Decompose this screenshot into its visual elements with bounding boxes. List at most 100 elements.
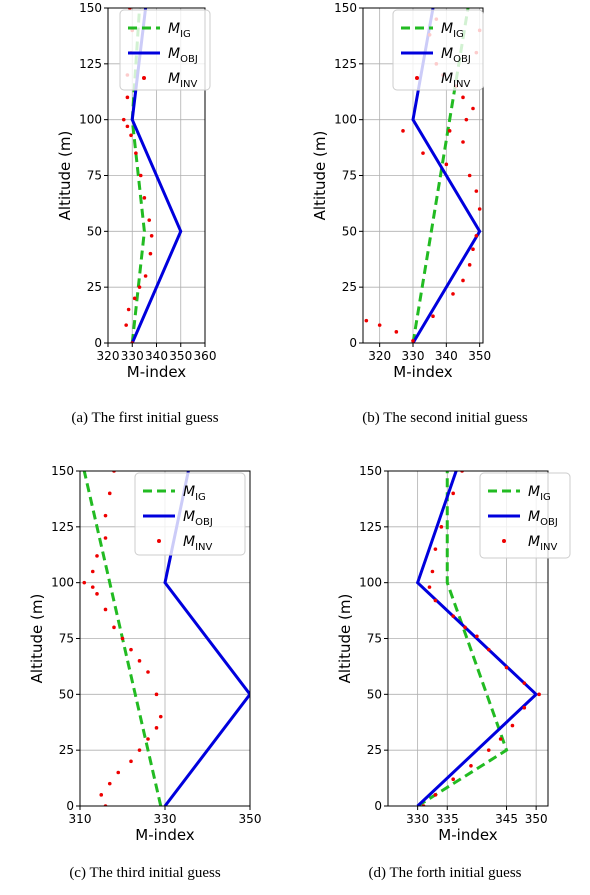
x-tick-label: 345 bbox=[495, 812, 518, 826]
panel-b: 320 330 340 350 0 25 50 75 100 125 150 M-index Altit… bbox=[311, 1, 491, 381]
inv-point bbox=[147, 218, 152, 222]
inv-point bbox=[142, 196, 147, 200]
caption-b: (b) The second initial guess bbox=[362, 410, 528, 426]
inv-point bbox=[82, 580, 87, 585]
legend-obj-label: MOBJ bbox=[528, 509, 558, 528]
inv-point bbox=[95, 554, 99, 558]
inv-point bbox=[469, 764, 473, 768]
y-tick-label: 25 bbox=[367, 743, 382, 757]
inv-point bbox=[120, 636, 125, 641]
inv-point bbox=[433, 547, 438, 551]
y-tick-label: 25 bbox=[87, 280, 102, 294]
inv-point bbox=[116, 770, 121, 775]
inv-point bbox=[451, 614, 455, 618]
inv-point bbox=[430, 569, 435, 574]
y-tick-label: 0 bbox=[349, 336, 357, 350]
legend-ig-label: MIG bbox=[441, 21, 464, 40]
y-tick-label: 100 bbox=[51, 576, 74, 590]
inv-point bbox=[537, 692, 541, 697]
inv-point bbox=[486, 748, 491, 752]
x-tick-label: 330 bbox=[402, 349, 425, 363]
inv-point bbox=[125, 124, 130, 129]
inv-point bbox=[99, 793, 104, 797]
x-tick-label: 350 bbox=[169, 349, 192, 363]
y-axis-label: Altitude (m) bbox=[56, 131, 74, 221]
legend: MIG MOBJ MINV bbox=[134, 472, 246, 556]
legend: MIG MOBJ MINV bbox=[392, 9, 484, 91]
inv-point bbox=[510, 723, 515, 728]
x-tick-label: 350 bbox=[468, 349, 491, 363]
inv-point bbox=[125, 95, 130, 100]
inv-point bbox=[463, 625, 467, 630]
y-tick-label: 50 bbox=[367, 687, 382, 701]
inv-point bbox=[451, 292, 455, 296]
inv-point bbox=[522, 705, 527, 710]
y-tick-label: 100 bbox=[359, 576, 382, 590]
y-tick-label: 75 bbox=[87, 169, 102, 183]
inv-point bbox=[143, 274, 148, 278]
legend-inv-label: MINV bbox=[168, 71, 198, 90]
caption-c: (c) The third initial guess bbox=[69, 865, 221, 881]
x-tick-label: 330 bbox=[121, 349, 144, 363]
inv-point bbox=[148, 251, 153, 256]
inv-point bbox=[129, 647, 133, 652]
y-tick-label: 125 bbox=[51, 520, 74, 534]
inv-point bbox=[461, 140, 465, 144]
legend-inv-label: MINV bbox=[528, 534, 558, 553]
inv-point bbox=[137, 659, 142, 663]
panel-d: 330 335 345 350 0 25 50 75 100 125 150 M-index Altit… bbox=[336, 464, 571, 844]
legend-box bbox=[392, 9, 484, 91]
inv-point bbox=[103, 607, 108, 612]
caption-d: (d) The forth initial guess bbox=[368, 865, 522, 881]
legend-box bbox=[134, 472, 246, 556]
y-tick-label: 150 bbox=[359, 464, 382, 478]
inv-point bbox=[474, 189, 479, 193]
inv-point bbox=[364, 318, 369, 323]
obj-line bbox=[415, 471, 539, 806]
inv-point bbox=[158, 714, 163, 719]
y-axis-label: Altitude (m) bbox=[28, 594, 46, 684]
caption-a: (a) The first initial guess bbox=[71, 410, 219, 426]
y-tick-label: 125 bbox=[359, 520, 382, 534]
inv-point bbox=[121, 117, 126, 122]
inv-point bbox=[138, 173, 143, 178]
y-tick-label: 100 bbox=[334, 113, 357, 127]
inv-point bbox=[421, 151, 425, 155]
inv-point bbox=[475, 634, 479, 639]
inv-point bbox=[447, 129, 452, 133]
legend-inv-label: MINV bbox=[183, 534, 213, 553]
legend: MIG MOBJ MINV bbox=[479, 472, 571, 559]
y-tick-label: 50 bbox=[342, 224, 357, 238]
y-tick-label: 150 bbox=[51, 464, 74, 478]
x-tick-label: 340 bbox=[435, 349, 458, 363]
inv-point bbox=[433, 793, 438, 797]
inv-point bbox=[146, 737, 150, 741]
x-tick-label: 350 bbox=[239, 812, 262, 826]
inv-point bbox=[124, 323, 128, 327]
y-axis-label: Altitude (m) bbox=[336, 594, 354, 684]
y-tick-label: 50 bbox=[87, 224, 102, 238]
legend-box bbox=[479, 472, 571, 559]
x-axis-label: M-index bbox=[127, 363, 187, 381]
inv-point bbox=[411, 338, 415, 343]
legend-ig-label: MIG bbox=[183, 484, 206, 503]
y-tick-label: 0 bbox=[94, 336, 102, 350]
x-tick-label: 320 bbox=[97, 349, 120, 363]
inv-point bbox=[107, 781, 112, 786]
y-tick-label: 75 bbox=[342, 169, 357, 183]
y-tick-label: 25 bbox=[59, 743, 74, 757]
inv-point bbox=[132, 296, 137, 301]
y-tick-label: 0 bbox=[374, 799, 382, 813]
y-tick-label: 50 bbox=[59, 687, 74, 701]
legend: MIG MOBJ MINV bbox=[119, 9, 211, 91]
legend-ig-label: MIG bbox=[168, 21, 191, 40]
inv-point bbox=[427, 585, 432, 589]
inv-point bbox=[126, 307, 131, 312]
x-tick-label: 335 bbox=[436, 812, 459, 826]
inv-point bbox=[112, 625, 116, 630]
legend-inv-marker bbox=[142, 76, 146, 80]
inv-point bbox=[471, 106, 475, 111]
ig-line bbox=[416, 471, 509, 806]
inv-point bbox=[401, 129, 405, 133]
